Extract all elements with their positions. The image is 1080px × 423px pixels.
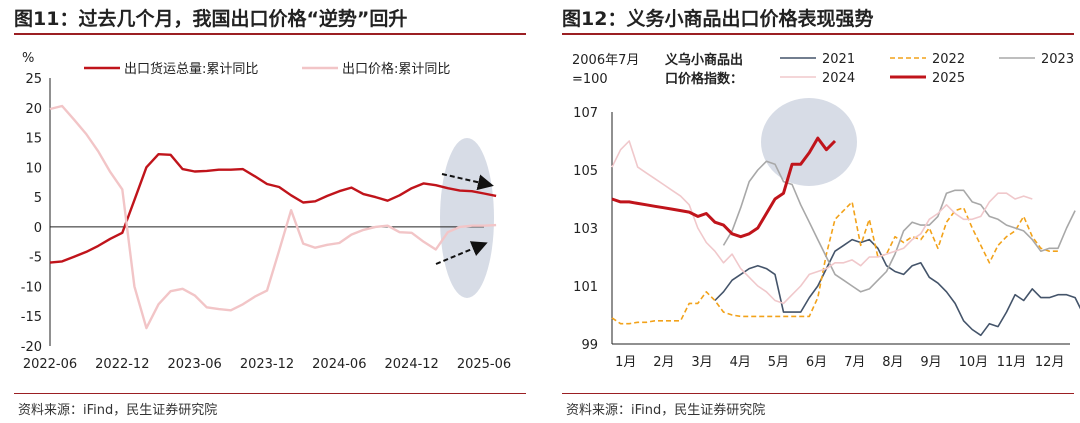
x-tick-label: 2024-12 — [385, 357, 439, 372]
y-tick-label: 103 — [573, 222, 598, 237]
highlight-ellipse — [761, 98, 857, 186]
legend-title: 义乌小商品出 — [665, 52, 743, 68]
x-tick-label: 5月 — [768, 355, 789, 370]
x-tick-label: 8月 — [882, 355, 903, 370]
legend-label: 2024 — [822, 71, 855, 86]
y-tick-label: 105 — [573, 164, 598, 179]
x-tick-label: 3月 — [691, 355, 712, 370]
legend-label: 出口价格:累计同比 — [342, 61, 450, 77]
legend-label: 2025 — [932, 71, 965, 86]
y-tick-label: 0 — [34, 221, 42, 236]
x-tick-label: 2023-06 — [168, 357, 222, 372]
highlight-ellipse — [440, 137, 494, 298]
x-tick-label: 2023-12 — [240, 357, 294, 372]
chart-heading: 图11：过去几个月，我国出口价格“逆势”回升 — [14, 8, 408, 30]
x-tick-label: 2025-06 — [457, 357, 511, 372]
dashed-arrow-down — [441, 173, 494, 191]
series-line-1 — [49, 153, 497, 264]
chart-panel-yiwu-index: 图12：义务小商品出口价格表现强势 2006年7月 =100 义乌小商品出 口价格指数… — [562, 0, 1080, 423]
series-line-2 — [49, 104, 497, 330]
x-tick-label: 7月 — [844, 355, 865, 370]
y-tick-label: 99 — [581, 338, 598, 353]
y-tick-label: -15 — [21, 310, 42, 325]
y-tick-label: -5 — [29, 251, 42, 266]
x-tick-label: 6月 — [806, 355, 827, 370]
series-line-2023 — [722, 160, 1076, 293]
x-tick-label: 10月 — [959, 355, 989, 370]
series-line-2022 — [611, 201, 1058, 325]
source-note: 资料来源：iFind，民生证券研究院 — [18, 403, 218, 418]
x-tick-label: 2022-12 — [95, 357, 149, 372]
heading-rule — [562, 33, 1074, 35]
y-tick-label: -20 — [21, 340, 42, 355]
y-tick-label: 25 — [25, 72, 42, 87]
legend-label: 2022 — [932, 52, 965, 67]
heading-rule — [14, 33, 526, 35]
x-tick-label: 1月 — [615, 355, 636, 370]
export-price-line-chart: % -20 -15 -10 -5 0 5 10 15 20 25 2022-06 2022-12 2023… — [21, 51, 511, 372]
y-tick-label: -10 — [21, 280, 42, 295]
y-tick-label: 101 — [573, 280, 598, 295]
x-tick-label: 11月 — [997, 355, 1027, 370]
series-line-2021 — [714, 238, 1080, 337]
y-tick-label: 15 — [25, 132, 42, 147]
series-line-2024 — [611, 140, 1033, 305]
x-tick-label: 4月 — [730, 355, 751, 370]
x-tick-label: 9月 — [920, 355, 941, 370]
x-tick-label: 2024-06 — [312, 357, 366, 372]
x-tick-label: 2月 — [653, 355, 674, 370]
dashed-arrow-up — [435, 241, 488, 265]
y-tick-label: 20 — [25, 102, 42, 117]
y-axis-unit: 2006年7月 — [572, 53, 639, 68]
legend-label: 2023 — [1041, 52, 1074, 67]
legend-label: 出口货运总量:累计同比 — [124, 61, 258, 77]
source-rule — [14, 393, 526, 394]
chart-heading: 图12：义务小商品出口价格表现强势 — [562, 8, 874, 30]
legend-title: 口价格指数： — [665, 71, 743, 87]
y-tick-label: 5 — [34, 191, 42, 206]
y-axis-unit: % — [22, 51, 34, 66]
y-axis-unit: =100 — [572, 72, 608, 87]
legend-label: 2021 — [822, 52, 855, 67]
chart-panel-export-price: 图11：过去几个月，我国出口价格“逆势”回升 % -20 -15 -10 -5 0 5 10 1… — [14, 0, 526, 423]
series-line-2025 — [611, 136, 837, 239]
x-tick-label: 12月 — [1035, 355, 1065, 370]
y-tick-label: 10 — [25, 161, 42, 176]
y-tick-label: 107 — [573, 106, 598, 121]
source-rule — [562, 393, 1074, 394]
x-tick-label: 2022-06 — [23, 357, 77, 372]
source-note: 资料来源：iFind，民生证券研究院 — [566, 403, 766, 418]
